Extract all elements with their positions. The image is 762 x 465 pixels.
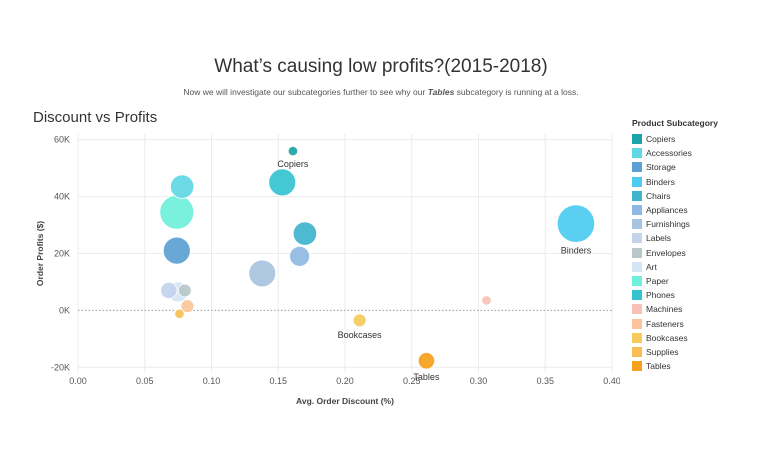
x-tick-label: 0.20 bbox=[336, 376, 354, 386]
legend-label: Art bbox=[646, 261, 657, 272]
point-paper bbox=[159, 194, 195, 230]
point-label-tables: Tables bbox=[413, 372, 440, 382]
y-axis-title: Order Profits ($) bbox=[35, 221, 45, 286]
legend-swatch bbox=[632, 304, 642, 315]
legend-swatch bbox=[632, 261, 642, 272]
y-tick-label: 0K bbox=[59, 305, 70, 315]
legend-label: Accessories bbox=[646, 148, 692, 159]
legend-swatch bbox=[632, 190, 642, 201]
point-envelopes bbox=[177, 283, 192, 298]
point-label-bookcases: Bookcases bbox=[338, 330, 383, 340]
legend-item-machines[interactable]: Machines bbox=[632, 302, 760, 316]
subtitle-text-end: subcategory is running at a loss. bbox=[454, 87, 579, 97]
scatter-chart: 0.00 0.05 0.10 0.15 0.20 0.25 0.30 0.35 0.40 -20K… bbox=[35, 134, 620, 406]
x-tick-label: 0.00 bbox=[69, 376, 87, 386]
legend-item-fasteners[interactable]: Fasteners bbox=[632, 316, 760, 330]
legend-item-binders[interactable]: Binders bbox=[632, 175, 760, 189]
legend-swatch bbox=[632, 290, 642, 301]
page-subtitle: Now we will investigate our subcategorie… bbox=[0, 87, 762, 97]
point-label-binders: Binders bbox=[561, 245, 592, 255]
legend-title: Product Subcategory bbox=[632, 118, 718, 128]
point-binders bbox=[556, 204, 596, 243]
legend-item-appliances[interactable]: Appliances bbox=[632, 203, 760, 217]
point-furnishings bbox=[248, 259, 277, 288]
legend-label: Tables bbox=[646, 361, 671, 372]
legend-swatch bbox=[632, 134, 642, 145]
legend-label: Machines bbox=[646, 304, 683, 315]
legend-swatch bbox=[632, 346, 642, 357]
legend-swatch bbox=[632, 233, 642, 244]
chart-title: Discount vs Profits bbox=[33, 109, 158, 126]
point-storage bbox=[162, 236, 191, 265]
legend-item-copiers[interactable]: Copiers bbox=[632, 132, 760, 146]
x-tick-label: 0.15 bbox=[269, 376, 287, 386]
legend-item-bookcases[interactable]: Bookcases bbox=[632, 331, 760, 345]
legend-swatch bbox=[632, 162, 642, 173]
legend: Product Subcategory Copiers Accessories St… bbox=[632, 118, 760, 373]
legend-label: Supplies bbox=[646, 346, 679, 357]
point-supplies bbox=[174, 308, 185, 319]
point-accessories bbox=[169, 174, 195, 199]
legend-item-chairs[interactable]: Chairs bbox=[632, 189, 760, 203]
point-label-copiers: Copiers bbox=[277, 159, 309, 169]
y-tick-label: 20K bbox=[54, 249, 70, 259]
legend-swatch bbox=[632, 275, 642, 286]
legend-swatch bbox=[632, 205, 642, 216]
legend-swatch bbox=[632, 332, 642, 343]
legend-label: Chairs bbox=[646, 190, 671, 201]
x-tick-label: 0.25 bbox=[403, 376, 421, 386]
x-tick-label: 0.30 bbox=[470, 376, 488, 386]
legend-label: Fasteners bbox=[646, 318, 684, 329]
subtitle-emphasis: Tables bbox=[427, 87, 455, 97]
legend-item-accessories[interactable]: Accessories bbox=[632, 146, 760, 160]
legend-label: Phones bbox=[646, 290, 675, 301]
legend-label: Bookcases bbox=[646, 332, 688, 343]
point-copiers bbox=[287, 145, 299, 157]
legend-label: Paper bbox=[646, 275, 669, 286]
legend-label: Furnishings bbox=[646, 219, 690, 230]
legend-label: Appliances bbox=[646, 205, 688, 216]
point-fasteners bbox=[180, 299, 195, 314]
point-appliances bbox=[289, 245, 311, 267]
point-machines bbox=[481, 295, 492, 306]
legend-label: Envelopes bbox=[646, 247, 686, 258]
legend-label: Labels bbox=[646, 233, 672, 244]
legend-item-furnishings[interactable]: Furnishings bbox=[632, 217, 760, 231]
legend-swatch bbox=[632, 176, 642, 187]
legend-swatch bbox=[632, 148, 642, 159]
point-bookcases bbox=[352, 313, 367, 328]
legend-swatch bbox=[632, 247, 642, 258]
legend-item-phones[interactable]: Phones bbox=[632, 288, 760, 302]
point-chairs bbox=[292, 221, 318, 246]
x-axis-title: Avg. Order Discount (%) bbox=[296, 396, 394, 406]
legend-label: Storage bbox=[646, 162, 676, 173]
legend-item-storage[interactable]: Storage bbox=[632, 160, 760, 174]
x-tick-label: 0.40 bbox=[603, 376, 620, 386]
point-labels bbox=[160, 281, 178, 300]
subtitle-text-start: Now we will investigate our subcategorie… bbox=[183, 87, 428, 97]
legend-items: Copiers Accessories Storage Binders Chairs Ap… bbox=[632, 132, 760, 373]
y-tick-label: -20K bbox=[51, 362, 70, 372]
legend-swatch bbox=[632, 318, 642, 329]
point-tables bbox=[417, 352, 436, 370]
legend-item-supplies[interactable]: Supplies bbox=[632, 345, 760, 359]
y-tick-label: 40K bbox=[54, 192, 70, 202]
point-phones bbox=[268, 168, 297, 197]
x-tick-label: 0.35 bbox=[536, 376, 554, 386]
legend-item-paper[interactable]: Paper bbox=[632, 274, 760, 288]
legend-item-labels[interactable]: Labels bbox=[632, 231, 760, 245]
y-tick-label: 60K bbox=[54, 135, 70, 145]
x-tick-label: 0.05 bbox=[136, 376, 154, 386]
legend-label: Copiers bbox=[646, 134, 676, 145]
legend-item-tables[interactable]: Tables bbox=[632, 359, 760, 373]
legend-label: Binders bbox=[646, 176, 675, 187]
legend-swatch bbox=[632, 219, 642, 230]
legend-item-envelopes[interactable]: Envelopes bbox=[632, 246, 760, 260]
legend-swatch bbox=[632, 361, 642, 372]
legend-item-art[interactable]: Art bbox=[632, 260, 760, 274]
x-tick-label: 0.10 bbox=[203, 376, 221, 386]
page-title: What’s causing low profits?(2015-2018) bbox=[214, 56, 548, 77]
